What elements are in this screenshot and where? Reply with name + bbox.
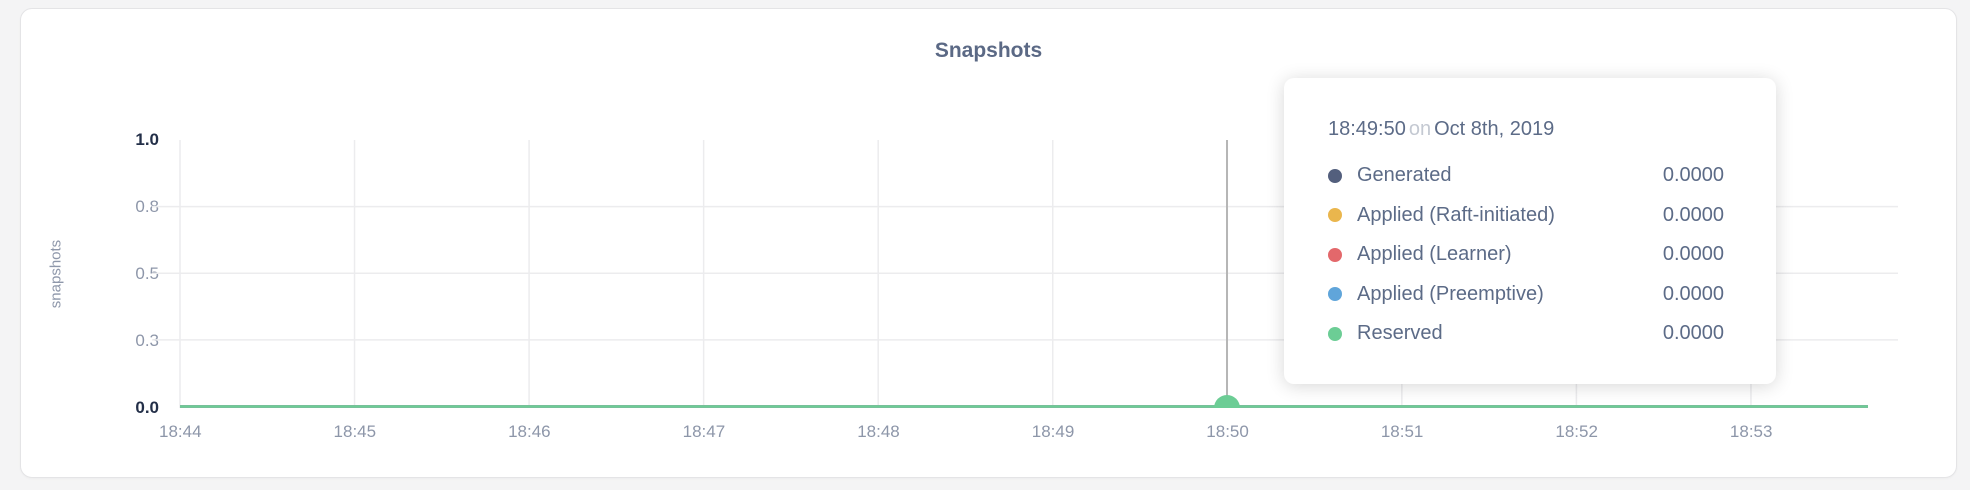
y-tick-label: 0.5: [135, 264, 159, 283]
chart-title: Snapshots: [934, 39, 1043, 62]
x-tick-label: 18:49: [1031, 422, 1075, 441]
series-value: 0.0000: [1662, 203, 1724, 226]
x-tick-label: 18:50: [1206, 422, 1249, 441]
tooltip-row: Applied (Learner) 0.0000: [1328, 235, 1724, 275]
chart-card: Snapshots snapshots 1.0 0.8 0.5 0.3 0.0 18:4…: [20, 8, 1957, 478]
y-axis-label: snapshots: [47, 239, 65, 309]
hover-point-marker: [1214, 395, 1240, 408]
y-axis-ticks: 1.0 0.8 0.5 0.3 0.0: [79, 130, 159, 418]
series-color-dot-icon: [1328, 287, 1342, 302]
series-label: Generated: [1357, 164, 1452, 187]
x-axis-ticks: 18:44 18:45 18:46 18:47 18:48 18:49 18:50 18:51…: [93, 421, 1839, 443]
x-tick-label: 18:48: [857, 422, 900, 441]
x-tick-label: 18:47: [682, 422, 726, 441]
series-color-dot-icon: [1328, 168, 1342, 183]
x-tick-label: 18:45: [333, 422, 377, 441]
tooltip-row: Applied (Preemptive) 0.0000: [1328, 275, 1724, 315]
series-value: 0.0000: [1662, 243, 1724, 266]
series-label: Applied (Learner): [1357, 243, 1512, 266]
series-label: Reserved: [1357, 322, 1443, 345]
series-label: Applied (Preemptive): [1357, 282, 1544, 305]
series-value: 0.0000: [1662, 322, 1724, 345]
hover-tooltip: 18:49:50 on Oct 8th, 2019 Generated 0.0000…: [1284, 78, 1776, 384]
series-color-dot-icon: [1328, 326, 1342, 341]
tooltip-date: Oct 8th, 2019: [1434, 118, 1555, 140]
x-tick-label: 18:44: [159, 422, 202, 441]
y-tick-label: 0.3: [135, 331, 159, 350]
series-label: Applied (Raft-initiated): [1357, 203, 1555, 226]
series-value: 0.0000: [1662, 282, 1724, 305]
y-tick-label: 1.0: [135, 130, 159, 149]
tooltip-time: 18:49:50: [1328, 118, 1406, 140]
tooltip-connector: on: [1408, 118, 1432, 140]
x-tick-label: 18:46: [508, 422, 551, 441]
tooltip-row: Applied (Raft-initiated) 0.0000: [1328, 196, 1724, 236]
y-tick-label: 0.0: [135, 398, 159, 417]
x-tick-label: 18:52: [1555, 422, 1598, 441]
tooltip-header: 18:49:50 on Oct 8th, 2019: [1328, 116, 1724, 142]
x-tick-label: 18:53: [1729, 422, 1773, 441]
series-value: 0.0000: [1662, 164, 1724, 187]
tooltip-row: Generated 0.0000: [1328, 156, 1724, 196]
series-color-dot-icon: [1328, 208, 1342, 223]
series-color-dot-icon: [1328, 247, 1342, 262]
y-tick-label: 0.8: [135, 197, 159, 216]
tooltip-row: Reserved 0.0000: [1328, 314, 1724, 354]
tooltip-rows: Generated 0.0000 Applied (Raft-initiated…: [1328, 156, 1724, 354]
x-tick-label: 18:51: [1380, 422, 1424, 441]
